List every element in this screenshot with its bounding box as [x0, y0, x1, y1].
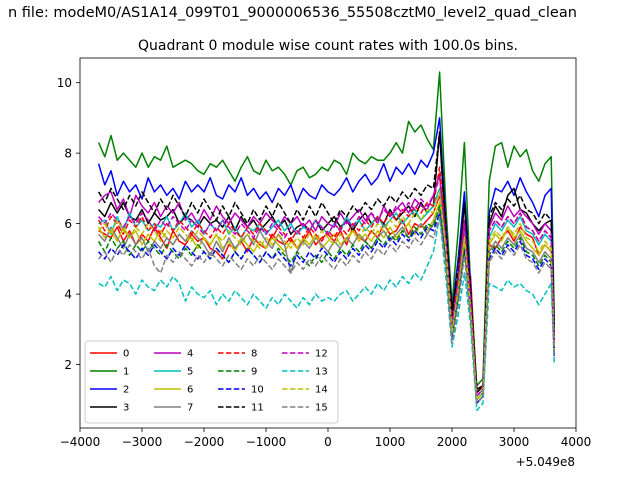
x-tick-label: −2000: [184, 435, 225, 449]
x-tick-label: −4000: [60, 435, 101, 449]
series-line-11: [97, 131, 556, 394]
x-tick-label: −3000: [122, 435, 163, 449]
legend-label-10: 10: [251, 385, 264, 396]
legend-label-4: 4: [187, 349, 193, 360]
legend-label-3: 3: [123, 403, 129, 414]
x-tick-label: 2000: [437, 435, 468, 449]
legend-label-1: 1: [123, 367, 129, 378]
y-tick-label: 8: [64, 147, 72, 161]
y-tick-label: 2: [64, 358, 72, 372]
series-line-13: [98, 215, 556, 412]
x-tick-label: 0: [324, 435, 332, 449]
y-tick-label: 4: [64, 288, 72, 302]
series-line-1: [97, 71, 556, 387]
legend-label-9: 9: [251, 367, 257, 378]
x-tick-label: 3000: [499, 435, 530, 449]
legend-label-13: 13: [315, 367, 328, 378]
legend-label-5: 5: [187, 367, 193, 378]
legend-label-8: 8: [251, 349, 257, 360]
series-lines: [97, 71, 556, 412]
legend-label-14: 14: [315, 385, 328, 396]
series-line-15: [98, 215, 556, 405]
y-tick-label: 10: [57, 76, 72, 90]
legend-label-11: 11: [251, 403, 264, 414]
x-tick-label: 4000: [561, 435, 592, 449]
x-tick-label: −1000: [246, 435, 287, 449]
chart-title: Quadrant 0 module wise count rates with …: [138, 38, 518, 54]
series-line-7: [98, 208, 556, 398]
axis-ticks: −4000 −3000 −2000 −1000 0 1000 2000 3000 4000 2 4 6…: [57, 76, 592, 449]
legend-box: [84, 340, 339, 424]
legend-label-12: 12: [315, 349, 328, 360]
series-line-12: [98, 177, 556, 398]
series-line-14: [98, 191, 556, 401]
figure-suptitle: n file: modeM0/AS1A14_099T01_9000006536_…: [8, 5, 577, 21]
x-tick-label: 1000: [375, 435, 406, 449]
legend-label-0: 0: [123, 349, 129, 360]
y-tick-label: 6: [64, 217, 72, 231]
legend-label-15: 15: [315, 403, 328, 414]
x-axis-offset-label: +5.049e8: [516, 455, 575, 469]
legend-label-7: 7: [187, 403, 193, 414]
legend-label-2: 2: [123, 385, 129, 396]
legend-label-6: 6: [187, 385, 193, 396]
